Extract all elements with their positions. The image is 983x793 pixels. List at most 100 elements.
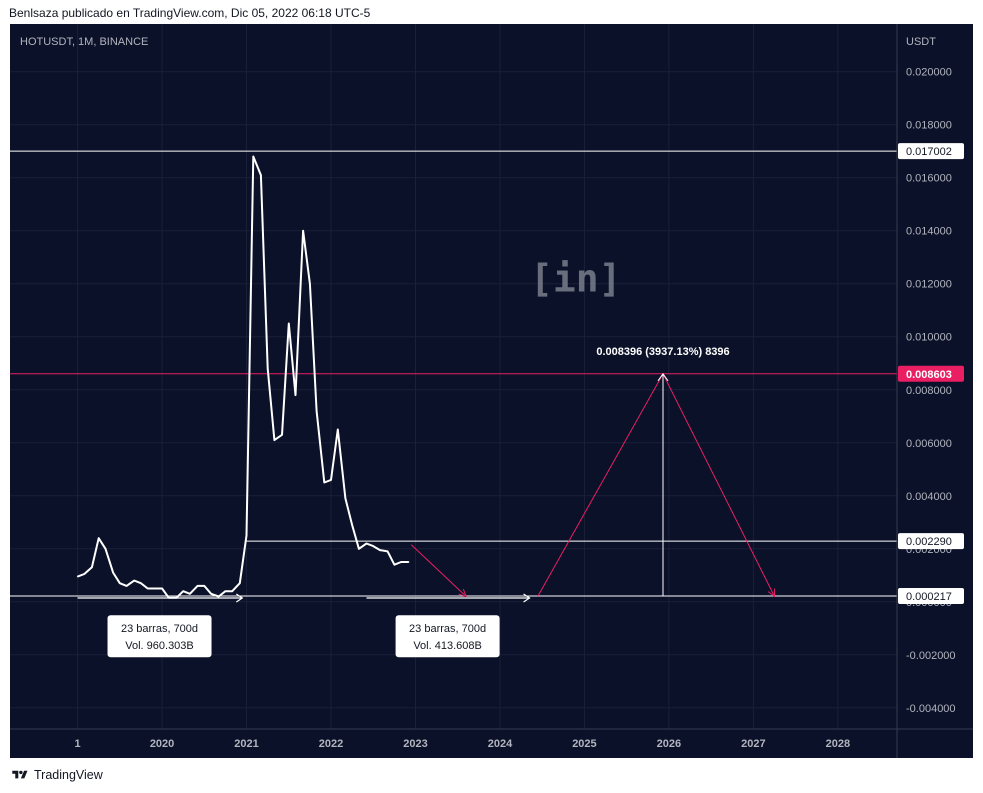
price-point [104, 548, 107, 550]
price-point [372, 545, 374, 547]
price-point [175, 597, 178, 599]
measure-label: 0.008396 (3937.13%) 8396 [596, 346, 729, 358]
x-tick-label: 2026 [657, 738, 681, 750]
price-point [168, 597, 170, 599]
level-axis-badge-2 [898, 533, 964, 550]
price-point [224, 590, 227, 592]
price-point [239, 582, 241, 584]
price-point [387, 550, 389, 553]
price-point [140, 582, 142, 584]
level-axis-label-0: 0.017002 [906, 146, 952, 158]
x-tick-label: 1 [75, 738, 81, 750]
price-point [231, 590, 233, 592]
price-point [147, 587, 149, 590]
level-axis-badge-1 [898, 365, 964, 382]
price-point [252, 155, 254, 158]
tradingview-brand: TradingView [34, 768, 103, 782]
price-point [316, 410, 318, 412]
price-point [83, 573, 85, 575]
y-tick-label: 0.006000 [906, 438, 952, 450]
y-tick-label: 0.010000 [906, 332, 952, 344]
price-levels[interactable] [10, 150, 897, 597]
range-arrow-head-1 [523, 593, 531, 603]
price-point [337, 428, 339, 431]
projection-arrow-head-2 [767, 588, 776, 598]
y-tick-label: 0.012000 [906, 279, 952, 291]
price-point [119, 582, 121, 584]
price-point [273, 439, 276, 441]
y-tick-label: 0.018000 [906, 120, 952, 132]
price-point [294, 394, 297, 396]
price-point [98, 537, 100, 539]
price-series-line [77, 155, 409, 599]
range-label-bars-0: 23 barras, 700d [121, 623, 198, 635]
range-label-vol-0: Vol. 960.303B [125, 640, 194, 652]
price-point [112, 572, 114, 574]
range-label-box-1 [395, 615, 500, 658]
price-point [393, 564, 395, 566]
y-tick-label: 0.020000 [906, 67, 952, 79]
x-tick-label: 2028 [826, 738, 850, 750]
projection-drop-arrow[interactable] [410, 544, 467, 597]
x-tick-label: 2025 [572, 738, 596, 750]
y-tick-label: 0.004000 [906, 491, 952, 503]
price-axis[interactable]: 0.020000 0.018000 0.016000 0.014000 0.012000… [906, 67, 956, 715]
publish-header: Benlsaza publicado en TradingView.com, D… [9, 6, 371, 20]
price-point [281, 434, 283, 436]
range-measures[interactable]: 23 barras, 700d Vol. 960.303B 23 barras, 7… [77, 593, 531, 658]
price-point [133, 579, 135, 582]
measure-layer[interactable]: 0.008396 (3937.13%) 8396 [596, 346, 730, 597]
price-point [379, 549, 381, 551]
x-tick-label: 2022 [319, 738, 343, 750]
price-point [189, 593, 191, 595]
x-tick-label: 2020 [150, 738, 174, 750]
y-tick-label: 0.016000 [906, 173, 952, 185]
symbol-label: HOTUSDT, 1M, BINANCE [20, 36, 148, 48]
price-point [267, 367, 269, 370]
price-point [365, 542, 368, 545]
level-axis-label-1: 0.008603 [906, 369, 952, 381]
price-point [161, 587, 163, 590]
y-tick-label: -0.004000 [906, 703, 956, 715]
price-point [344, 497, 346, 500]
price-point [76, 576, 79, 578]
range-label-bars-1: 23 barras, 700d [409, 623, 486, 635]
tradingview-logo-icon [12, 770, 28, 779]
series-layer [76, 155, 410, 599]
chart-container[interactable]: [in] 23 barras, 700d Vol. 960.303B 23 barr… [10, 24, 973, 758]
price-point [400, 561, 402, 563]
price-point [323, 481, 325, 484]
time-axis[interactable]: 1 2020 2021 2022 2023 2024 2025 2026 2027 2028 [75, 738, 851, 750]
price-point [154, 587, 156, 590]
price-point [330, 479, 332, 481]
range-arrow-head-0 [235, 593, 244, 603]
price-point [302, 230, 304, 232]
range-label-vol-1: Vol. 413.608B [413, 640, 482, 652]
y-tick-label: 0.014000 [906, 226, 952, 238]
level-axis-label-3: 0.000217 [906, 591, 952, 603]
level-axis-badge-0 [898, 143, 964, 160]
grid [10, 24, 897, 729]
price-point [358, 548, 360, 550]
x-tick-label: 2021 [234, 738, 258, 750]
price-point [182, 590, 184, 592]
price-point [351, 524, 353, 526]
price-point [218, 595, 220, 598]
y-tick-label: 0.008000 [906, 385, 952, 397]
projection-arrow-head-1 [458, 588, 468, 598]
x-tick-label: 2024 [488, 738, 513, 750]
price-point [125, 585, 128, 587]
y-tick-label: -0.002000 [906, 650, 956, 662]
level-axis-label-2: 0.002290 [906, 536, 952, 548]
price-point [91, 566, 93, 568]
x-tick-label: 2027 [741, 738, 765, 750]
measure-arrow-head [657, 372, 669, 382]
price-point [288, 322, 290, 325]
x-tick-label: 2023 [403, 738, 427, 750]
price-point [245, 534, 248, 537]
price-point [408, 561, 410, 563]
footer: TradingView [10, 766, 103, 784]
beincrypto-logo: [in] [530, 257, 622, 301]
price-point [203, 585, 205, 587]
